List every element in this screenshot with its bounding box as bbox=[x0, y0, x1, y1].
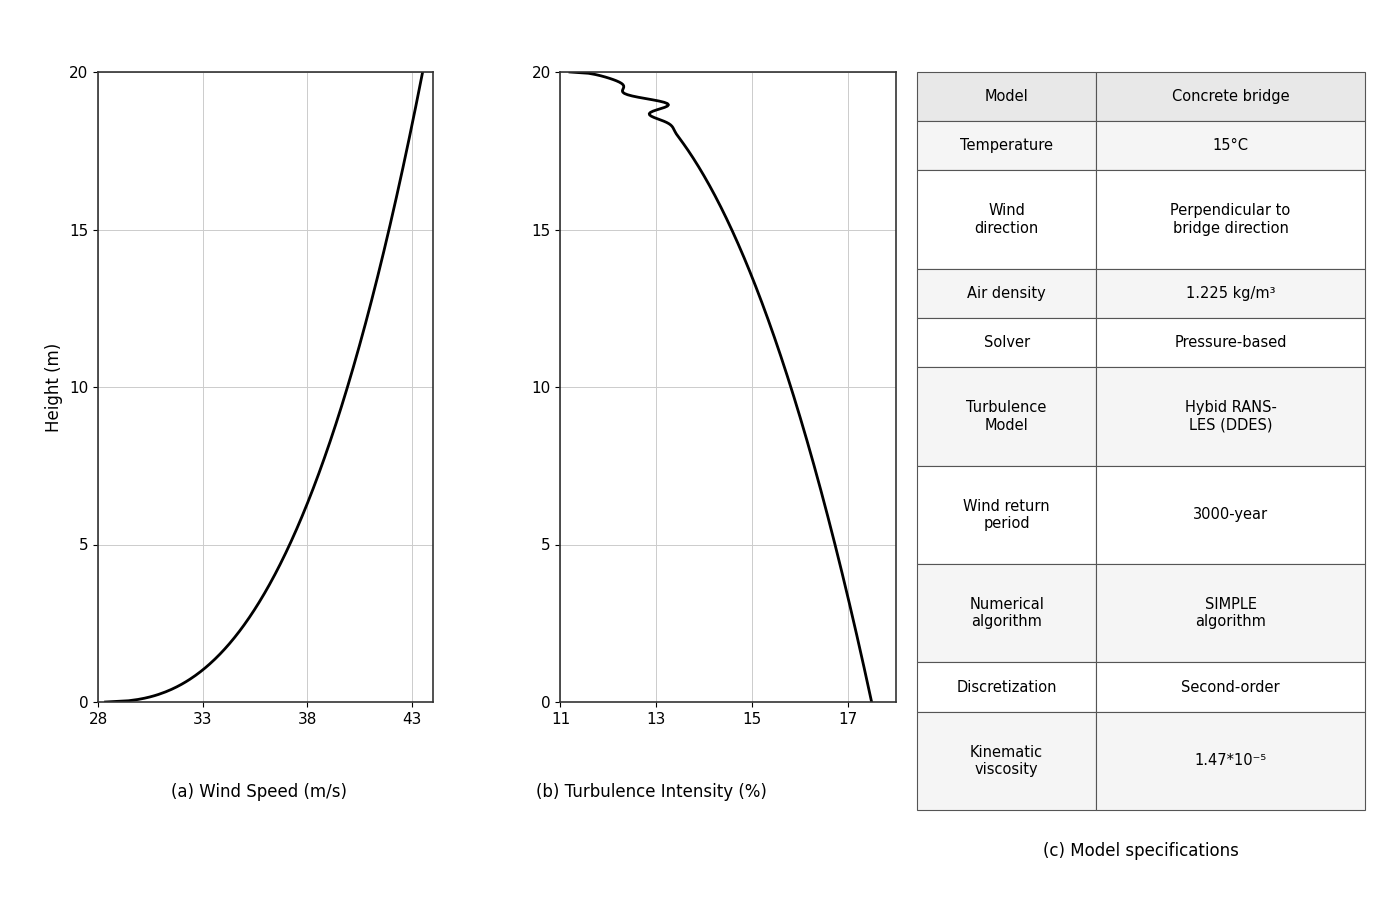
FancyBboxPatch shape bbox=[1096, 122, 1365, 170]
Text: Hybid RANS-
LES (DDES): Hybid RANS- LES (DDES) bbox=[1184, 400, 1277, 433]
Text: SIMPLE
algorithm: SIMPLE algorithm bbox=[1196, 597, 1266, 629]
Text: Discretization: Discretization bbox=[956, 680, 1057, 695]
FancyBboxPatch shape bbox=[1096, 712, 1365, 810]
Text: Wind return
period: Wind return period bbox=[963, 499, 1050, 531]
Text: Solver: Solver bbox=[984, 335, 1029, 350]
Y-axis label: Height (m): Height (m) bbox=[45, 342, 63, 432]
Text: Wind
direction: Wind direction bbox=[974, 203, 1039, 236]
Text: Air density: Air density bbox=[967, 286, 1046, 301]
FancyBboxPatch shape bbox=[917, 318, 1096, 367]
Text: 1.47*10⁻⁵: 1.47*10⁻⁵ bbox=[1194, 753, 1267, 769]
Text: (c) Model specifications: (c) Model specifications bbox=[1043, 842, 1239, 859]
FancyBboxPatch shape bbox=[1096, 367, 1365, 465]
FancyBboxPatch shape bbox=[917, 269, 1096, 318]
FancyBboxPatch shape bbox=[917, 122, 1096, 170]
FancyBboxPatch shape bbox=[1096, 465, 1365, 564]
FancyBboxPatch shape bbox=[1096, 662, 1365, 712]
FancyBboxPatch shape bbox=[917, 662, 1096, 712]
FancyBboxPatch shape bbox=[917, 564, 1096, 662]
FancyBboxPatch shape bbox=[1096, 564, 1365, 662]
Text: Numerical
algorithm: Numerical algorithm bbox=[969, 597, 1044, 629]
FancyBboxPatch shape bbox=[1096, 170, 1365, 269]
Text: (b) Turbulence Intensity (%): (b) Turbulence Intensity (%) bbox=[536, 783, 766, 801]
Text: Turbulence
Model: Turbulence Model bbox=[966, 400, 1047, 433]
Text: 3000-year: 3000-year bbox=[1193, 508, 1268, 522]
Text: Perpendicular to
bridge direction: Perpendicular to bridge direction bbox=[1170, 203, 1291, 236]
FancyBboxPatch shape bbox=[1096, 72, 1365, 122]
FancyBboxPatch shape bbox=[917, 72, 1096, 122]
Text: 1.225 kg/m³: 1.225 kg/m³ bbox=[1186, 286, 1275, 301]
Text: Second-order: Second-order bbox=[1182, 680, 1280, 695]
FancyBboxPatch shape bbox=[917, 367, 1096, 465]
FancyBboxPatch shape bbox=[917, 170, 1096, 269]
FancyBboxPatch shape bbox=[1096, 269, 1365, 318]
Text: Concrete bridge: Concrete bridge bbox=[1172, 89, 1289, 104]
Text: (a) Wind Speed (m/s): (a) Wind Speed (m/s) bbox=[171, 783, 347, 801]
Text: 15°C: 15°C bbox=[1212, 139, 1249, 153]
FancyBboxPatch shape bbox=[1096, 318, 1365, 367]
Text: Pressure-based: Pressure-based bbox=[1175, 335, 1287, 350]
Text: Kinematic
viscosity: Kinematic viscosity bbox=[970, 744, 1043, 777]
FancyBboxPatch shape bbox=[917, 465, 1096, 564]
FancyBboxPatch shape bbox=[917, 712, 1096, 810]
Text: Model: Model bbox=[984, 89, 1029, 104]
Text: Temperature: Temperature bbox=[960, 139, 1053, 153]
